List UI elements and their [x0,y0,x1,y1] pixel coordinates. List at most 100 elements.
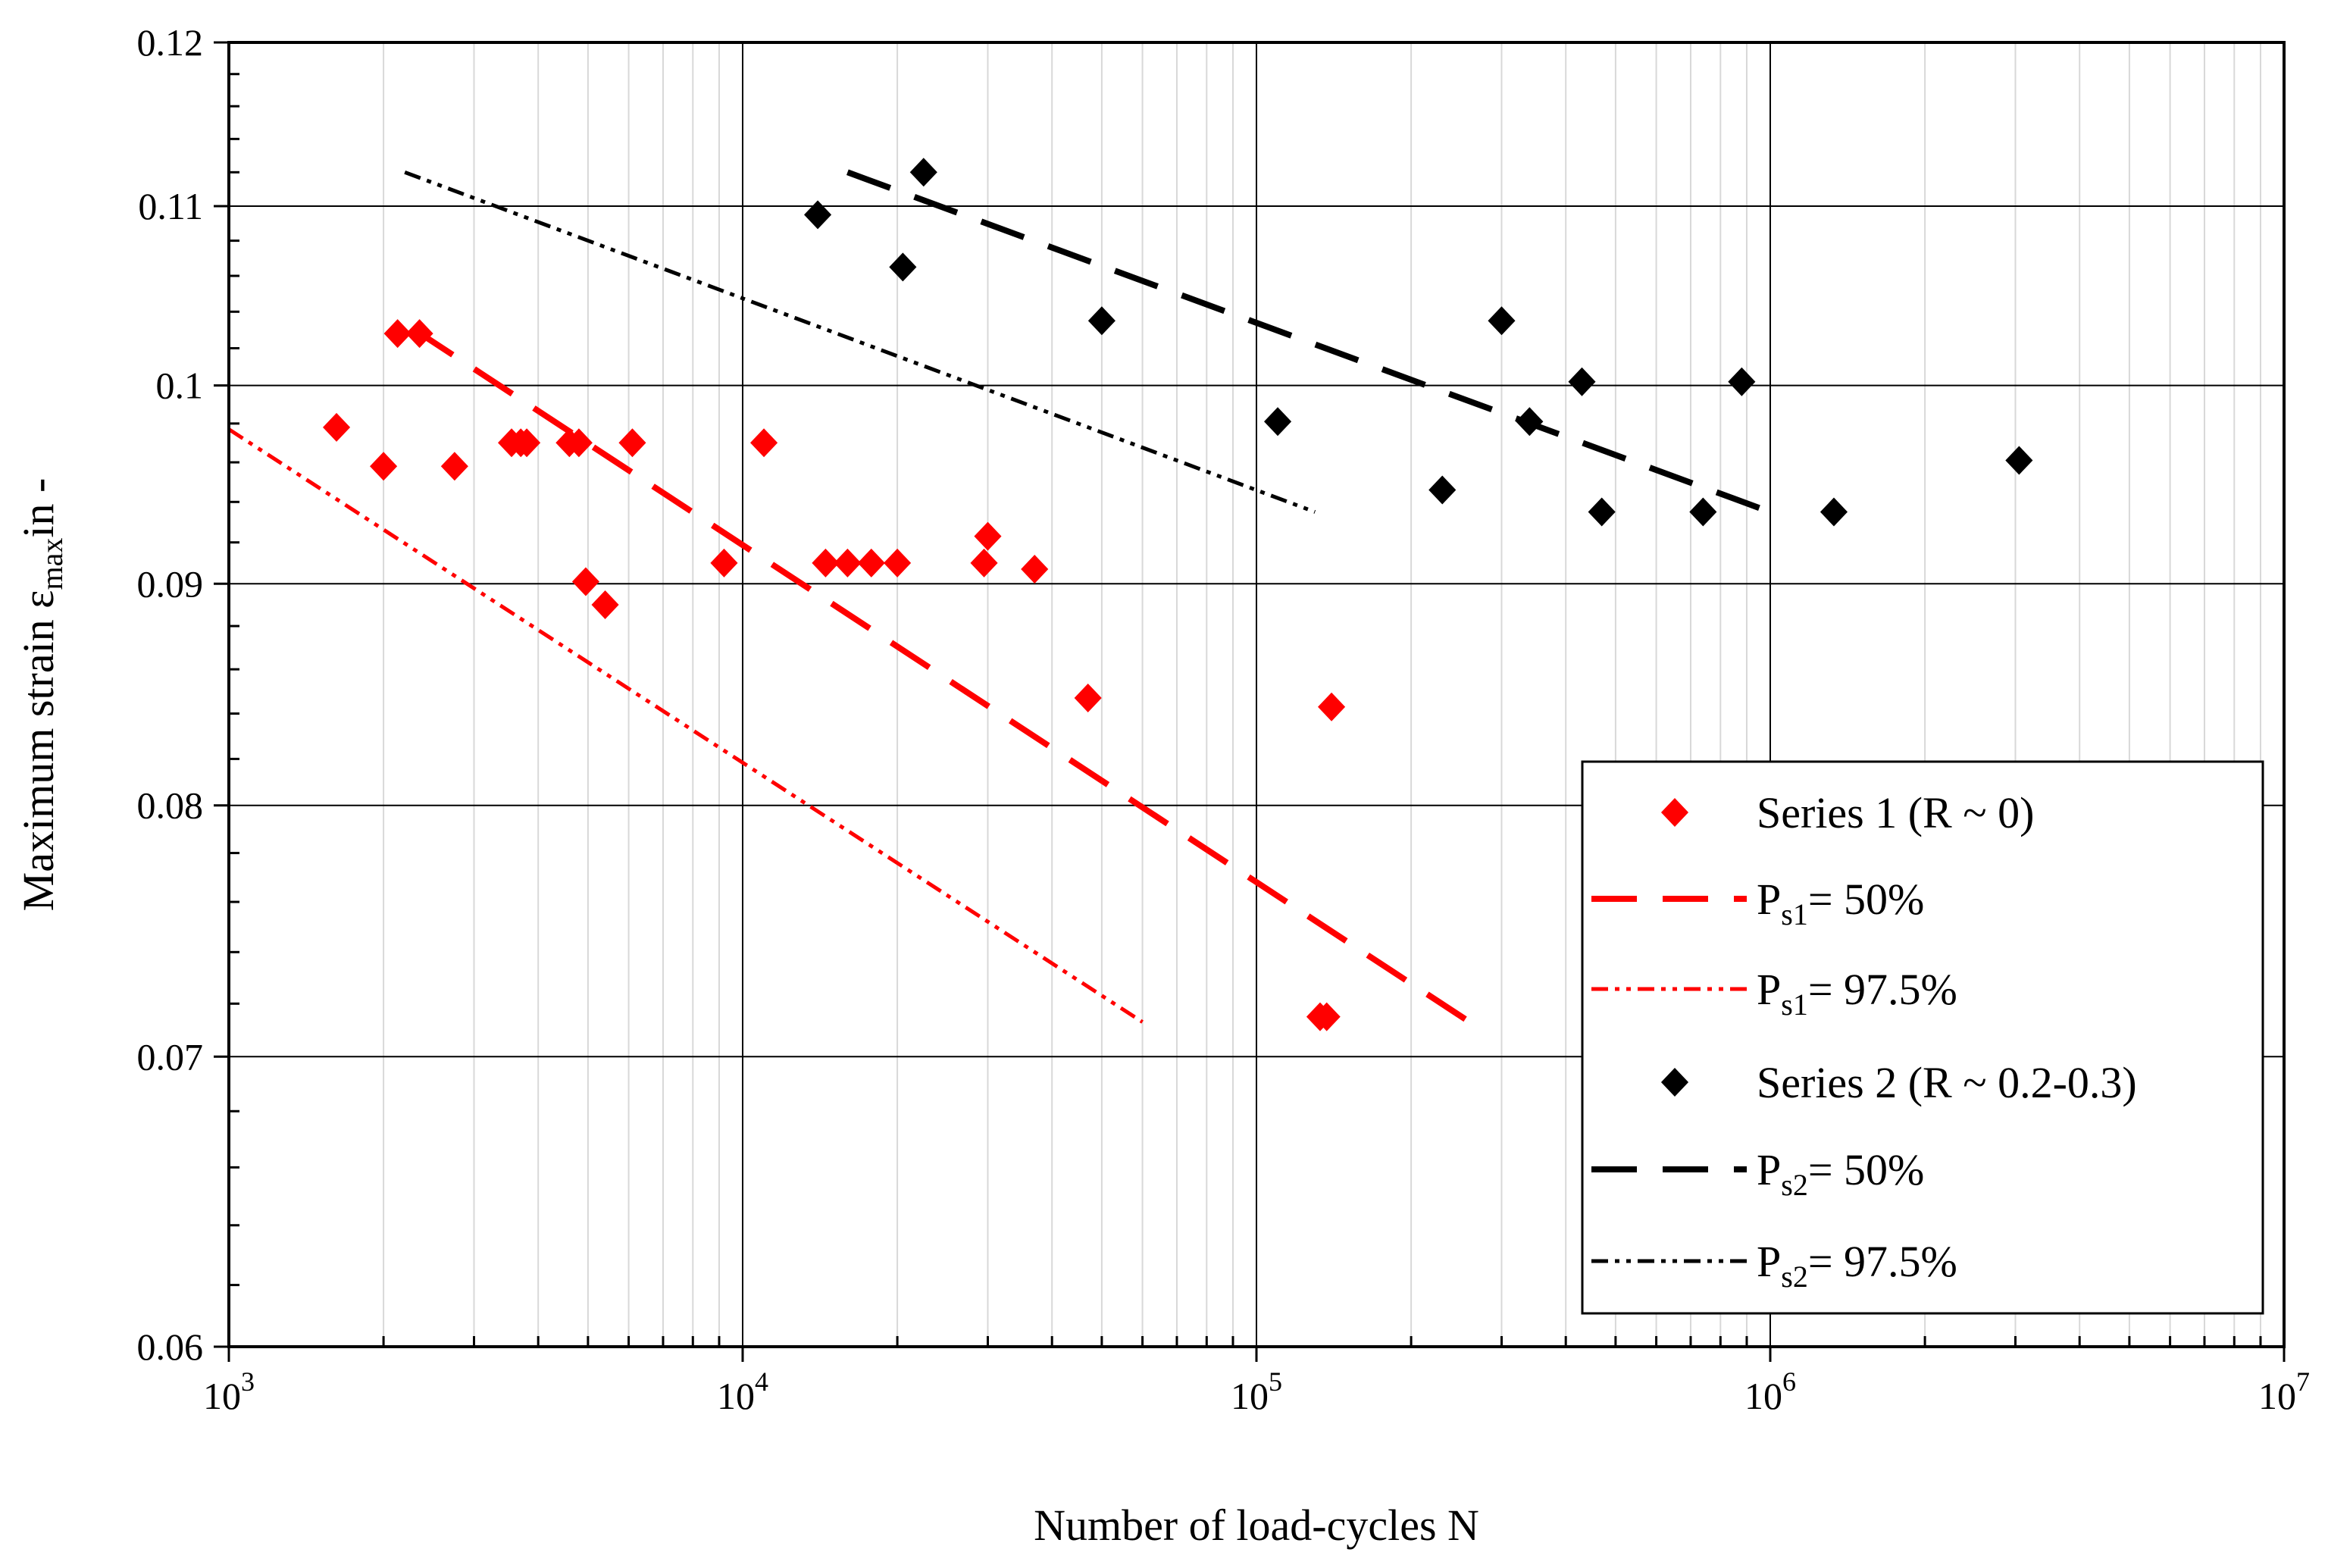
tick-labels: 103 104 105 106 1070.060.070.080.090.10.110.… [137,21,2311,1417]
legend-label-sub: s1 [1781,897,1808,931]
legend-label: Series 1 (R ~ 0) [1757,788,2034,837]
series-6 [404,170,1316,514]
legend-label-suffix: = 97.5% [1808,1237,1957,1286]
data-point [1318,692,1346,721]
legend-label-main: P [1757,1145,1781,1194]
legend-label-suffix: = 97.5% [1808,965,1957,1014]
data-point [323,412,351,442]
fit-line [227,427,1144,1024]
x-tick-label: 105 [1231,1366,1282,1417]
y-tick-label: 0.11 [138,185,203,227]
data-point [370,452,398,481]
fit-line [846,169,1772,515]
data-point [857,548,885,577]
legend-item-6: Ps2= 97.5% [1591,1237,1957,1294]
data-point [1689,497,1717,527]
data-point [1264,407,1292,437]
data-point [571,567,599,596]
legend-item-5: Ps2= 50% [1591,1145,1924,1202]
y-axis-title: Maximum strain εmaxin - [14,478,69,912]
x-tick-label-exponent: 4 [755,1366,768,1397]
data-point [1428,475,1457,505]
data-point [804,200,832,230]
series-1 [323,319,1346,1031]
data-point [750,428,778,458]
x-tick-label-exponent: 3 [241,1366,255,1397]
legend-label: Series 2 (R ~ 0.2-0.3) [1757,1058,2137,1107]
legend-marker [1660,1068,1689,1097]
series-5 [846,169,1772,515]
legend-label: Ps2= 97.5% [1757,1237,1957,1294]
legend-label-suffix: = 50% [1808,875,1925,924]
data-point [383,319,411,349]
legend-label: Ps1= 97.5% [1757,965,1957,1022]
legend-label: Ps1= 50% [1757,875,1924,931]
data-point [812,548,840,577]
x-tick-label: 104 [717,1366,768,1417]
data-point [1074,683,1102,712]
data-point [834,548,862,577]
legend-label-sub: s1 [1781,987,1808,1022]
data-point [974,521,1002,551]
y-tick-label: 0.07 [137,1035,204,1078]
x-tick-label-base: 10 [203,1375,241,1417]
data-point [591,590,619,620]
y-axis-title-suffix: in - [14,478,63,538]
fit-line [404,170,1316,514]
x-tick-label-base: 10 [1231,1375,1269,1417]
y-tick-label: 0.12 [137,21,204,64]
legend-label: Ps2= 50% [1757,1145,1924,1202]
x-tick-label-exponent: 6 [1782,1366,1796,1397]
legend-label-sub: s2 [1781,1168,1808,1202]
data-point [1313,1002,1341,1031]
data-point [1588,497,1616,527]
y-axis-title-main: Maximum strain ε [14,590,63,911]
legend-item-1: Series 1 (R ~ 0) [1660,788,2034,837]
legend-label-main: P [1757,875,1781,924]
legend-marker [1660,798,1689,827]
x-tick-label-exponent: 5 [1269,1366,1282,1397]
legend: Series 1 (R ~ 0)Ps1= 50%Ps1= 97.5%Series… [1581,760,2264,1315]
data-point [1488,306,1516,336]
series-layer [227,158,2033,1031]
x-tick-label: 106 [1744,1366,1796,1417]
y-tick-label: 0.08 [137,784,204,827]
data-point [884,548,912,577]
legend-item-3: Ps1= 97.5% [1591,965,1957,1022]
data-point [1568,367,1596,396]
data-point [1820,497,1848,527]
legend-item-2: Ps1= 50% [1591,875,1924,931]
legend-label-suffix: = 50% [1808,1145,1925,1194]
series-3 [227,427,1144,1024]
data-point [2005,446,2033,475]
y-axis-title-sub: max [35,538,69,590]
x-tick-label-base: 10 [717,1375,755,1417]
y-tick-label: 0.06 [137,1325,204,1368]
x-tick-label-base: 10 [1744,1375,1782,1417]
data-point [710,548,738,577]
legend-item-4: Series 2 (R ~ 0.2-0.3) [1660,1058,2137,1107]
x-tick-label: 103 [203,1366,255,1417]
legend-box [1581,760,2264,1315]
data-point [440,452,468,481]
axis-ticks [214,41,2286,1362]
legend-label-main: P [1757,1237,1781,1286]
data-point [513,428,541,458]
data-point [565,428,593,458]
x-tick-label-base: 10 [2258,1375,2296,1417]
legend-label-main: Series 2 (R ~ 0.2-0.3) [1757,1058,2137,1107]
data-point [618,428,646,458]
legend-label-main: P [1757,965,1781,1014]
y-tick-label: 0.09 [137,562,204,605]
data-point [909,158,937,187]
x-tick-label: 107 [2258,1366,2310,1417]
y-tick-label: 0.1 [156,365,204,407]
series-4 [804,158,2033,527]
legend-label-sub: s2 [1781,1260,1808,1294]
data-point [970,548,998,577]
data-point [1087,306,1116,336]
data-point [1728,367,1756,396]
data-point [1021,555,1049,584]
x-axis-title: Number of load-cycles N [1034,1501,1479,1550]
data-point [889,252,917,282]
